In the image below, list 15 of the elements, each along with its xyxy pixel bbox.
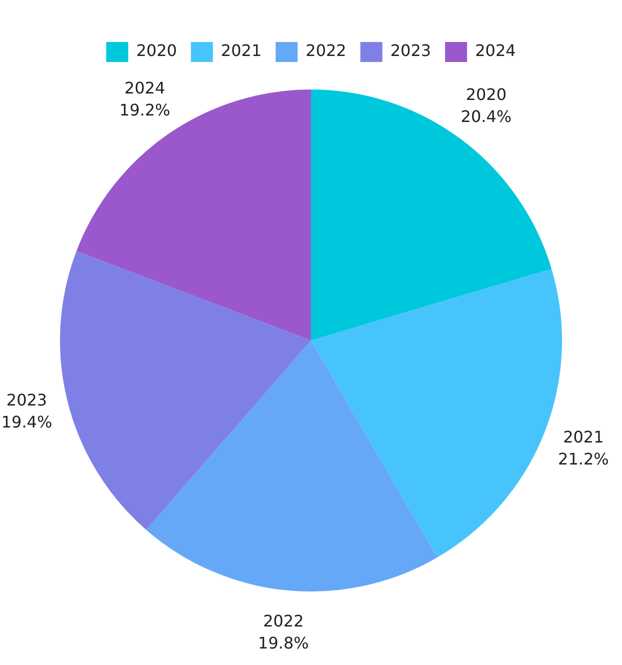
legend-label: 2022 <box>306 41 346 60</box>
legend-label: 2024 <box>475 41 516 60</box>
data-label: 19.2% <box>119 100 170 120</box>
slice-label: 2020 <box>466 84 507 104</box>
slice-label: 2022 <box>263 611 304 630</box>
slice-label: 2024 <box>124 78 166 98</box>
legend-label: 2021 <box>220 41 262 60</box>
legend-label: 2023 <box>390 41 432 60</box>
data-label: 19.8% <box>258 633 309 652</box>
slice-label: 2021 <box>563 428 604 447</box>
data-label: 21.2% <box>558 450 609 469</box>
slice-label: 2023 <box>6 390 48 410</box>
data-label: 20.4% <box>460 106 512 126</box>
data-label: 19.4% <box>1 412 52 432</box>
legend-label: 2020 <box>136 41 177 60</box>
